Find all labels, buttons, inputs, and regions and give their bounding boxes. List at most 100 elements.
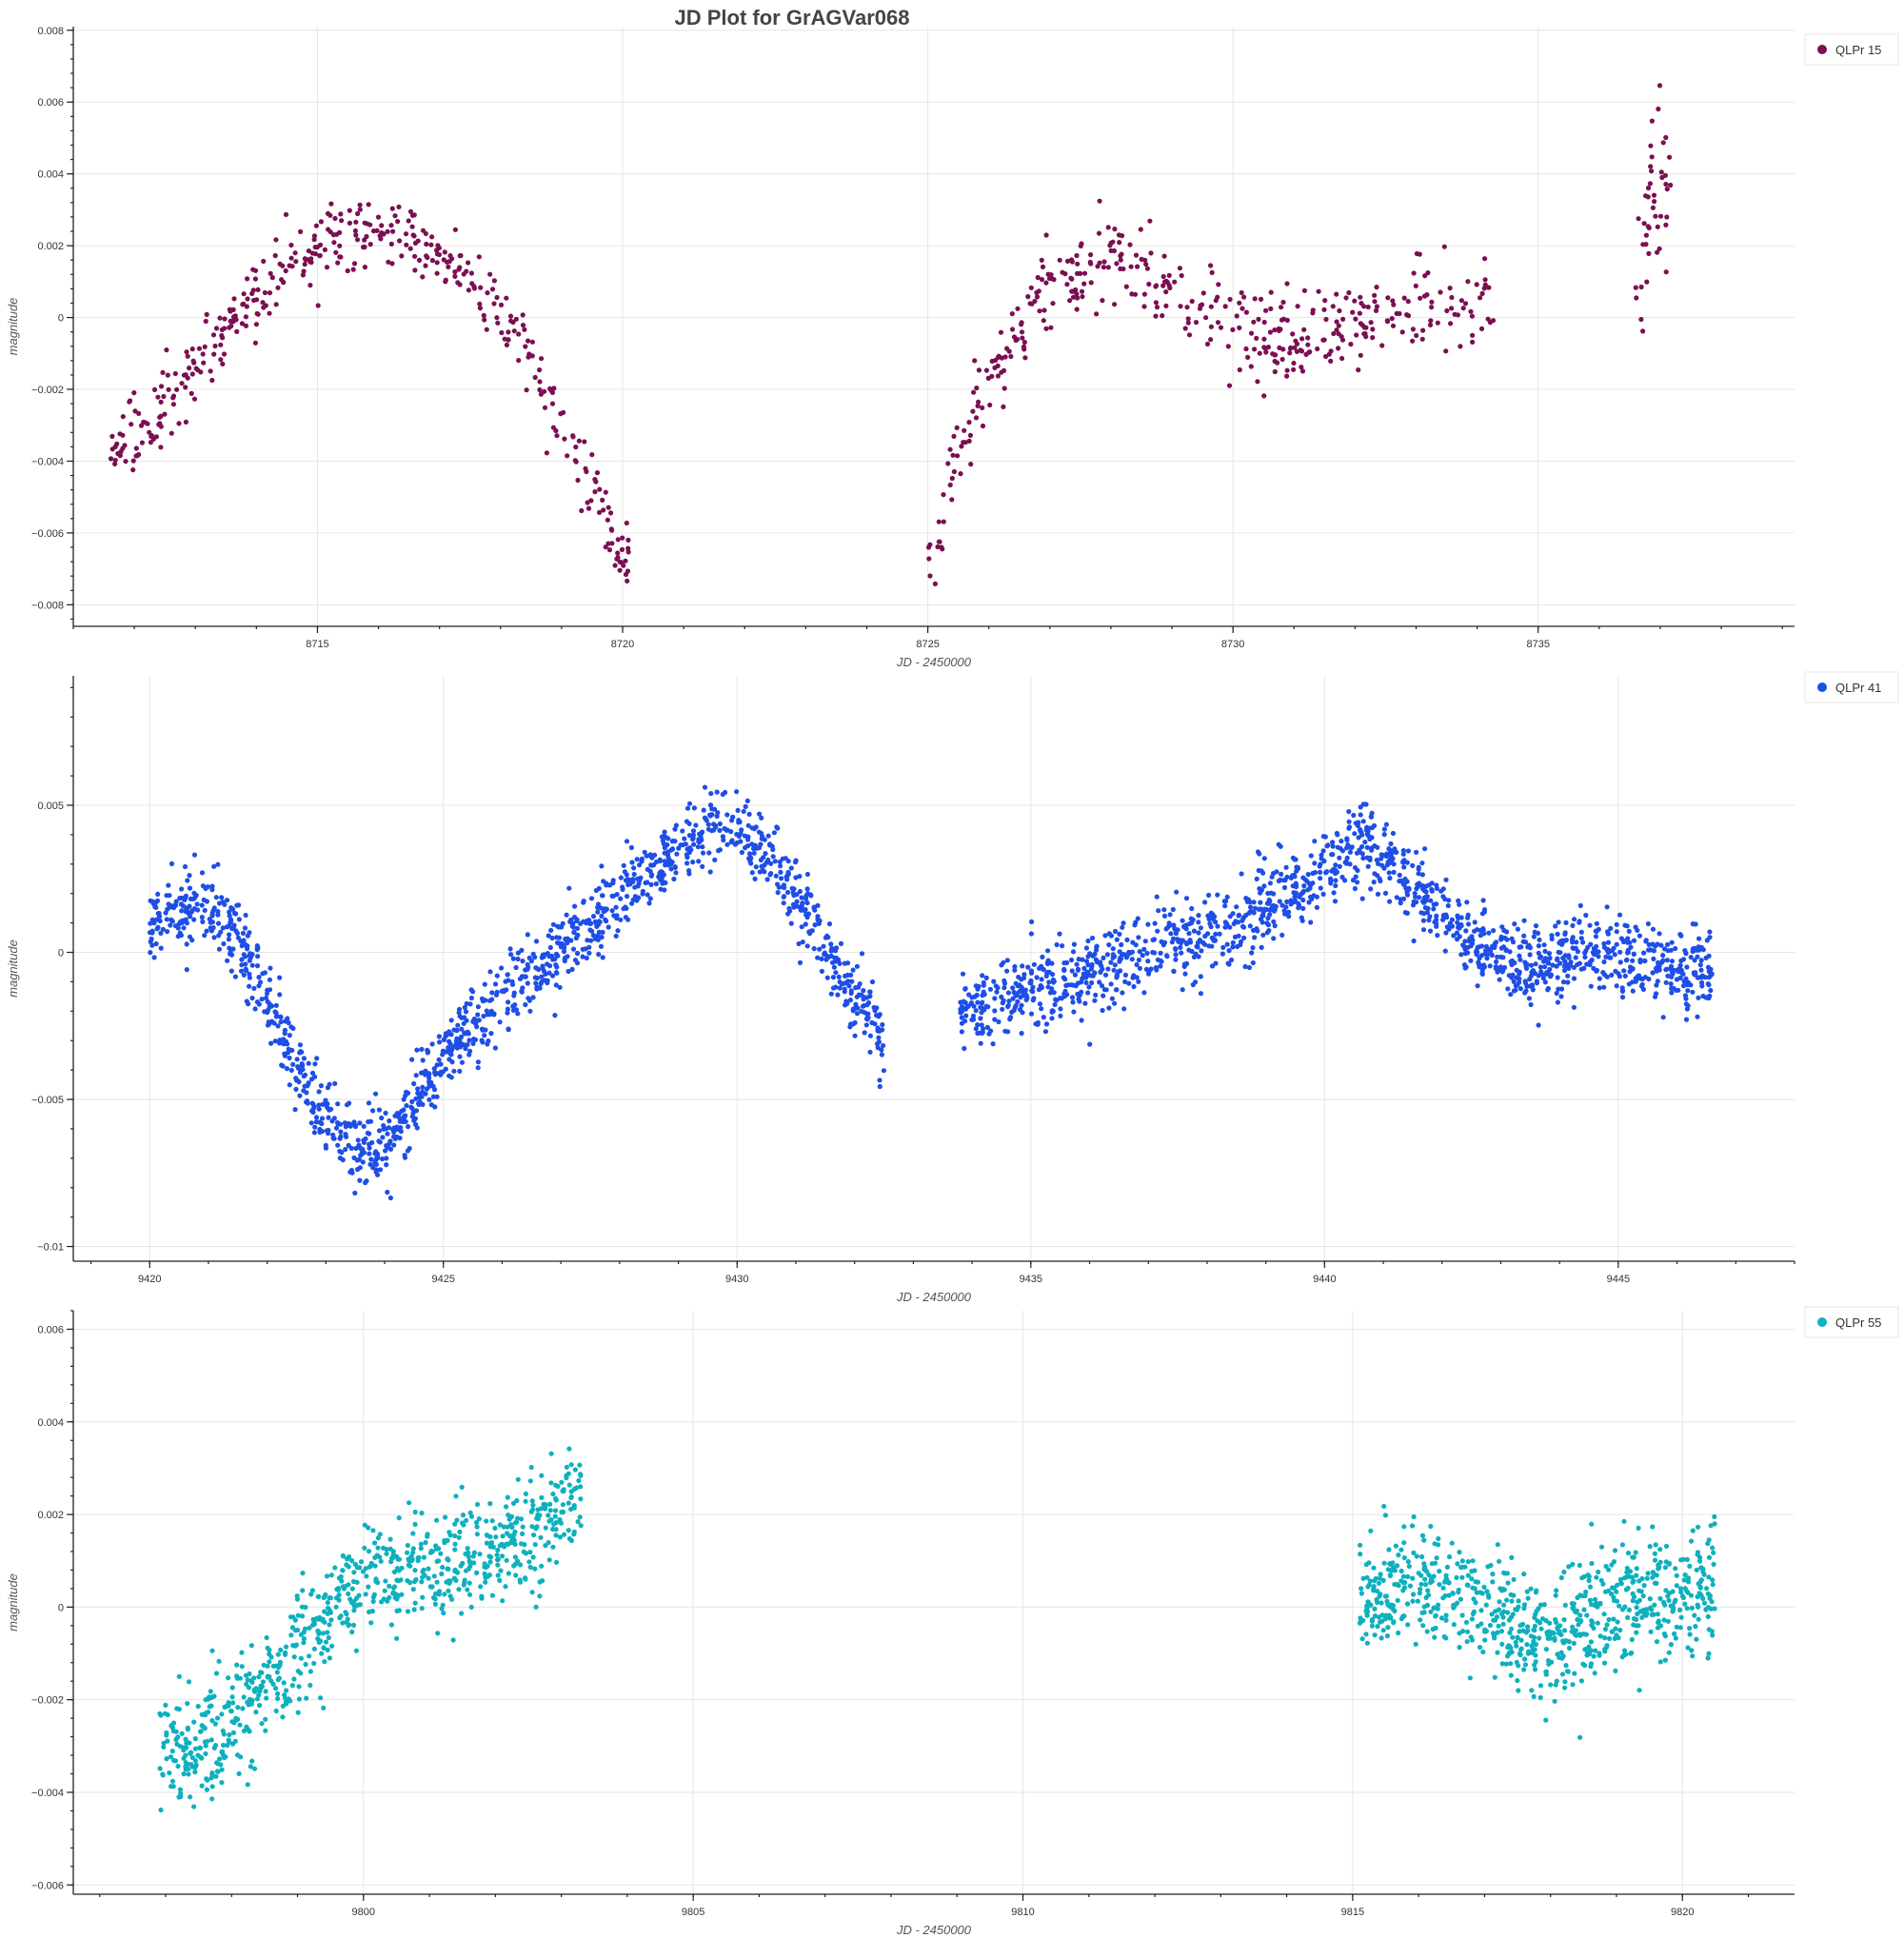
data-point (381, 1545, 387, 1551)
data-point (1312, 839, 1318, 844)
data-point (773, 873, 779, 879)
data-point (252, 276, 258, 282)
data-point (443, 1514, 448, 1520)
data-point (267, 1659, 272, 1665)
data-point (1384, 1633, 1390, 1639)
data-point (749, 870, 755, 876)
data-point (1186, 332, 1193, 338)
data-point (1272, 368, 1278, 375)
data-point (1256, 867, 1261, 874)
data-point (404, 1102, 409, 1109)
data-point (1482, 282, 1488, 287)
data-point (211, 935, 217, 940)
data-point (1208, 324, 1214, 329)
data-point (220, 925, 226, 931)
data-point (209, 1796, 215, 1802)
data-point (275, 1695, 281, 1702)
data-point (388, 1559, 394, 1565)
data-point (1358, 321, 1363, 326)
x-tick-label: 9805 (682, 1907, 704, 1918)
data-point (334, 1119, 341, 1126)
data-point (1527, 952, 1533, 958)
data-point (1406, 1563, 1412, 1570)
data-point (625, 578, 630, 584)
data-point (1064, 992, 1070, 998)
data-point (1429, 299, 1435, 305)
y-tick-label: 0.004 (37, 1417, 64, 1429)
data-point (309, 1108, 315, 1114)
data-point (298, 228, 304, 234)
data-point (770, 846, 776, 853)
data-point (1320, 891, 1326, 897)
data-point (506, 999, 511, 1005)
data-point (441, 1037, 446, 1042)
data-point (1030, 984, 1036, 990)
data-point (625, 537, 631, 544)
data-point (198, 369, 204, 375)
data-point (267, 1651, 272, 1657)
data-point (213, 1773, 219, 1779)
data-point (277, 1040, 283, 1046)
y-tick-label: −0.006 (31, 1880, 64, 1891)
data-point (202, 933, 208, 939)
data-point (545, 933, 551, 939)
data-point (375, 214, 382, 220)
data-point (549, 935, 555, 941)
data-point (350, 1622, 357, 1628)
data-point (1606, 955, 1612, 960)
data-point (1347, 849, 1353, 855)
data-point (333, 1604, 339, 1610)
data-point (207, 917, 212, 922)
data-point (1290, 883, 1296, 889)
data-point (1656, 246, 1662, 251)
data-point (1414, 332, 1419, 339)
data-point (686, 833, 693, 839)
data-point (1587, 961, 1593, 968)
data-point (507, 313, 514, 319)
data-point (607, 882, 613, 888)
data-point (177, 1744, 184, 1750)
data-point (516, 358, 522, 364)
data-point (598, 943, 605, 949)
data-point (1638, 316, 1644, 323)
data-point (1693, 972, 1698, 978)
data-point (471, 284, 477, 289)
data-point (347, 220, 352, 226)
data-point (1120, 990, 1125, 996)
data-point (175, 934, 181, 939)
data-point (497, 1577, 503, 1583)
data-point (492, 1045, 499, 1051)
data-point (565, 1471, 571, 1476)
data-point (1291, 366, 1297, 372)
data-point (483, 1027, 488, 1033)
data-point (296, 1696, 302, 1702)
data-point (1707, 929, 1713, 935)
data-point (570, 434, 576, 440)
data-point (1275, 360, 1280, 366)
data-point (877, 1083, 883, 1090)
data-point (517, 1577, 523, 1583)
data-point (1222, 903, 1228, 909)
data-point (315, 303, 321, 308)
data-point (434, 1094, 440, 1099)
data-point (1028, 980, 1034, 986)
data-point (652, 852, 658, 858)
data-point (1206, 917, 1212, 922)
data-point (227, 945, 232, 951)
data-point (1648, 143, 1654, 148)
data-point (534, 975, 540, 981)
data-point (301, 1073, 307, 1079)
data-point (375, 1580, 381, 1586)
data-point (1097, 198, 1102, 204)
data-point (561, 949, 567, 955)
data-point (456, 1534, 462, 1540)
data-point (154, 926, 160, 932)
data-point (317, 252, 323, 259)
data-point (621, 906, 626, 912)
data-point (161, 393, 167, 400)
data-point (1008, 353, 1014, 360)
data-point (264, 991, 270, 997)
data-point (1455, 312, 1460, 318)
data-point (278, 1647, 284, 1652)
data-point (508, 318, 514, 324)
